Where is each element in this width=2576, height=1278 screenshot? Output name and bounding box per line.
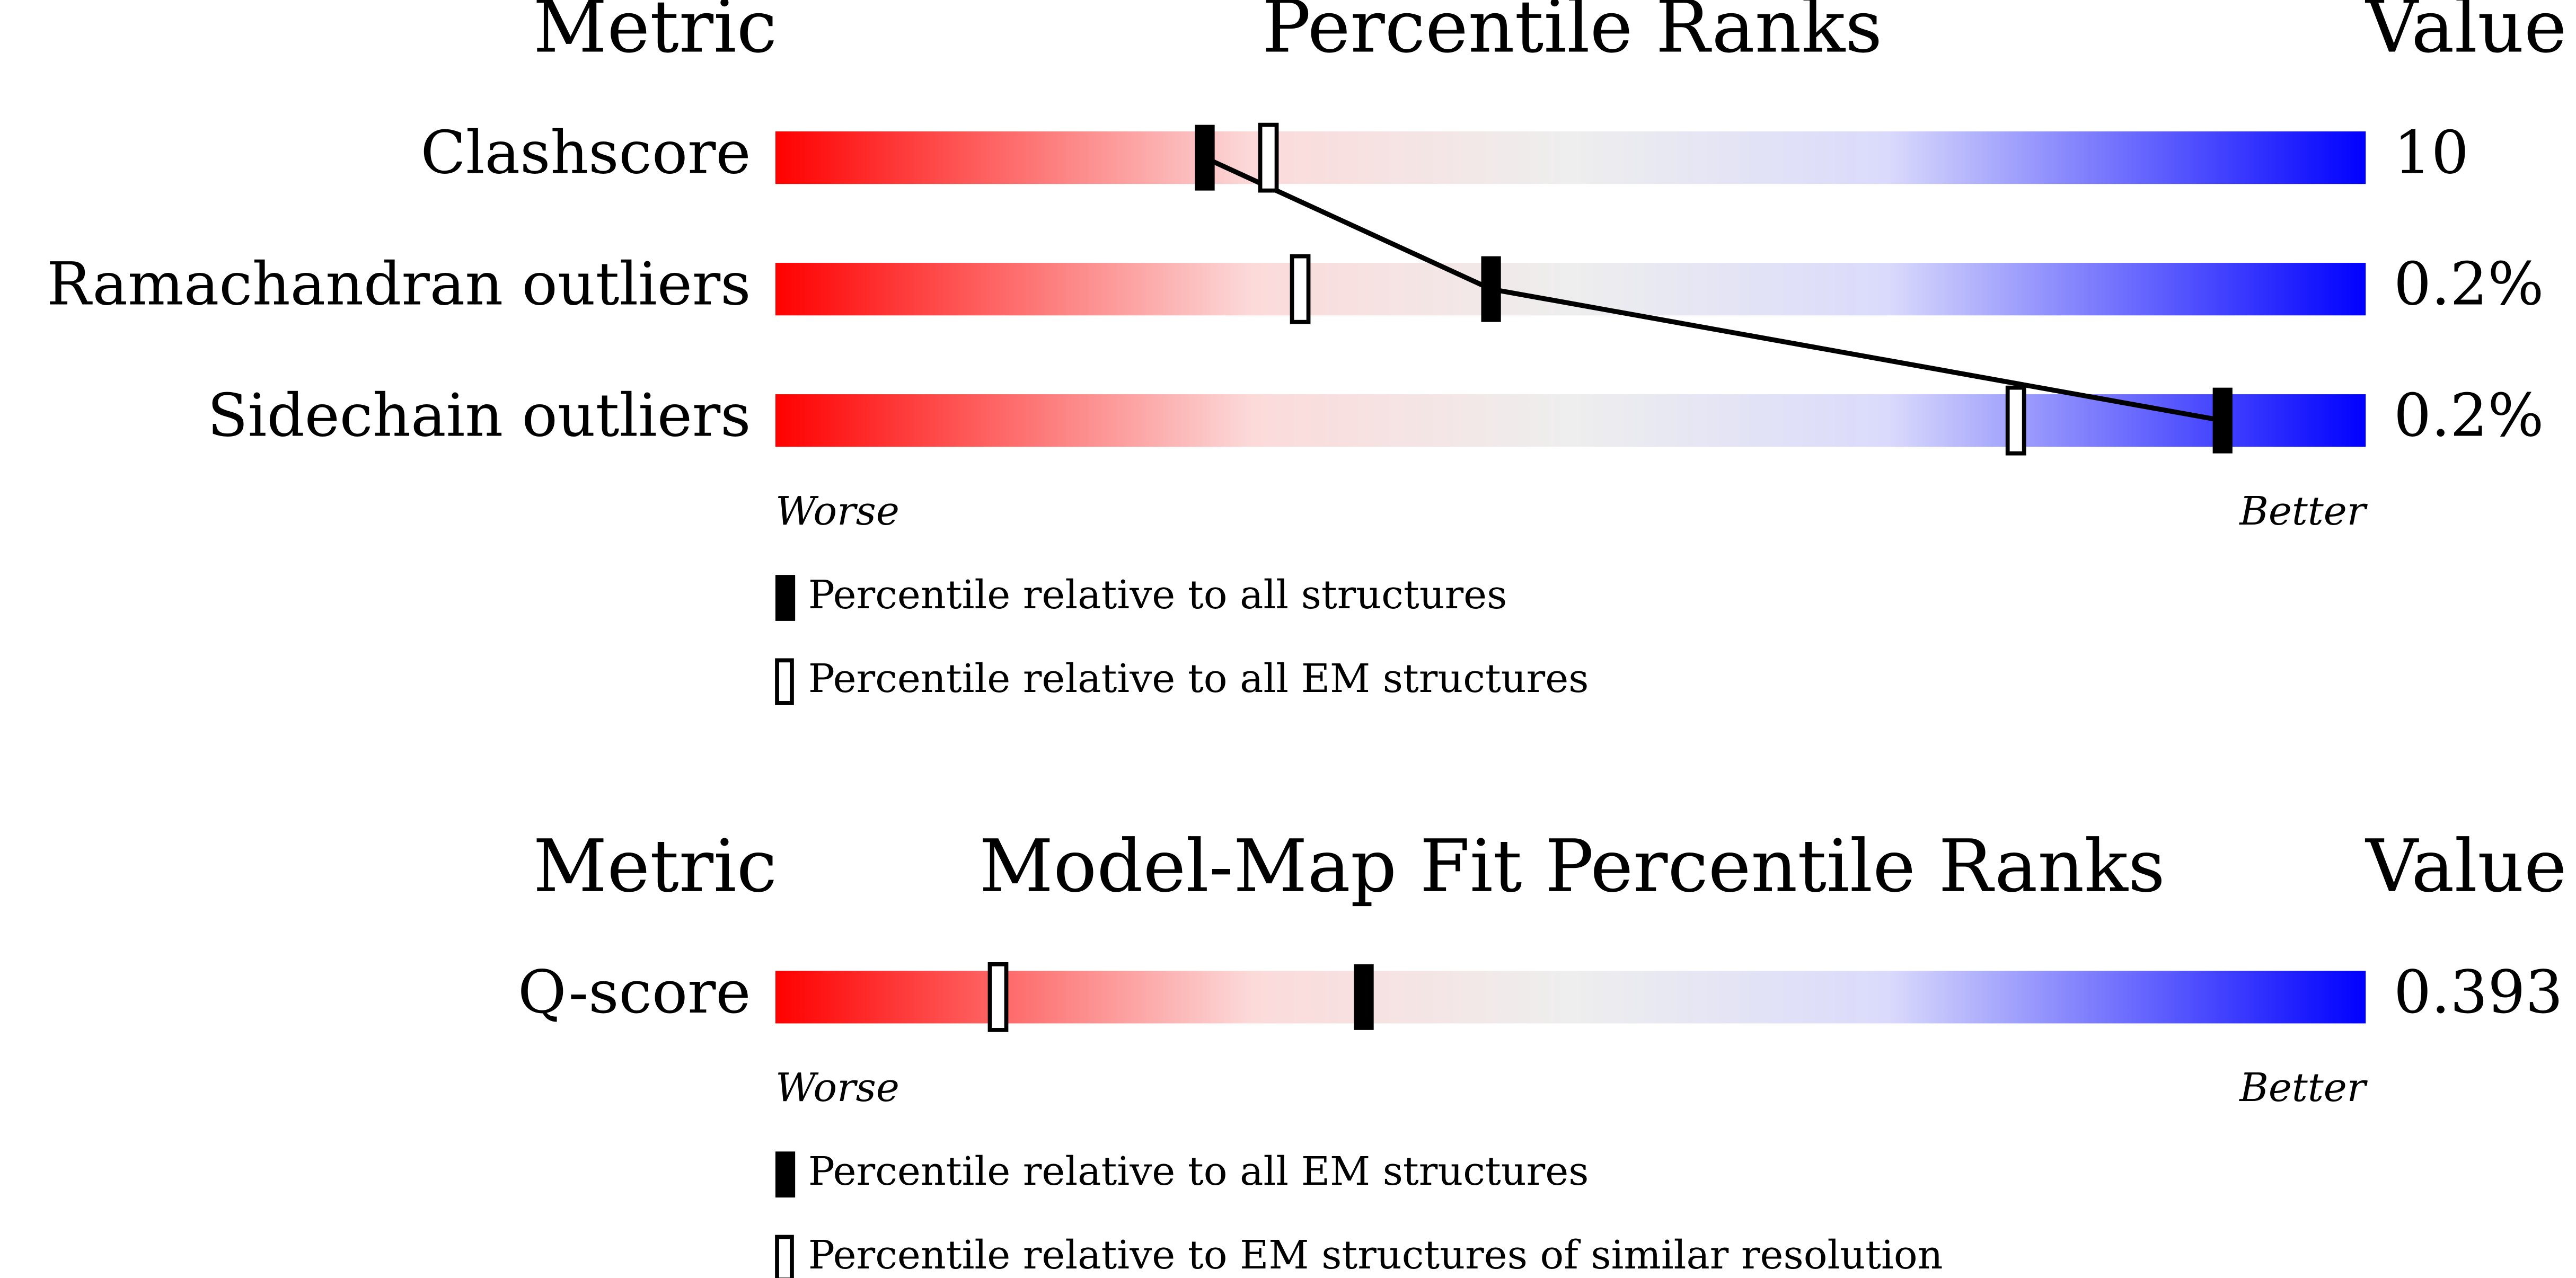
metric-label: Sidechain outliers — [207, 381, 751, 450]
legend-marker — [775, 575, 796, 621]
worse-label: Worse — [775, 1064, 899, 1111]
worse-label: Worse — [775, 488, 899, 534]
percentile-bar — [775, 131, 2366, 184]
metric-label: Clashscore — [421, 119, 751, 188]
better-label: Better — [2238, 1064, 2368, 1111]
marker-outline — [2005, 385, 2026, 456]
metric-value: 0.2% — [2394, 250, 2544, 319]
value-header: Value — [2365, 0, 2566, 69]
metric-value: 0.2% — [2394, 381, 2544, 450]
value-header: Value — [2365, 824, 2566, 909]
legend-label: Percentile relative to all EM structures — [808, 655, 1589, 702]
metric-label: Ramachandran outliers — [47, 250, 751, 319]
metric-header: Metric — [533, 824, 777, 909]
legend-marker — [775, 1151, 796, 1198]
metric-value: 10 — [2394, 119, 2469, 188]
chart-title: Percentile Ranks — [1262, 0, 1882, 69]
marker-outline — [987, 962, 1009, 1032]
chart-title: Model-Map Fit Percentile Ranks — [980, 824, 2165, 909]
better-label: Better — [2238, 488, 2368, 534]
legend-label: Percentile relative to EM structures of … — [808, 1232, 1943, 1278]
legend-marker — [775, 658, 794, 705]
marker-outline — [1258, 122, 1279, 193]
metric-value: 0.393 — [2394, 958, 2563, 1027]
legend-label: Percentile relative to all EM structures — [808, 1148, 1589, 1194]
percentile-bar — [775, 263, 2366, 316]
marker-filled — [1481, 256, 1501, 322]
marker-filled — [2212, 387, 2233, 454]
marker-filled — [1354, 964, 1374, 1030]
legend-label: Percentile relative to all structures — [808, 572, 1507, 618]
metric-header: Metric — [533, 0, 777, 69]
percentile-bar — [775, 394, 2366, 447]
marker-outline — [1290, 254, 1311, 324]
metric-label: Q-score — [518, 958, 751, 1027]
percentile-bar — [775, 971, 2366, 1024]
marker-filled — [1195, 125, 1215, 191]
legend-marker — [775, 1235, 794, 1278]
